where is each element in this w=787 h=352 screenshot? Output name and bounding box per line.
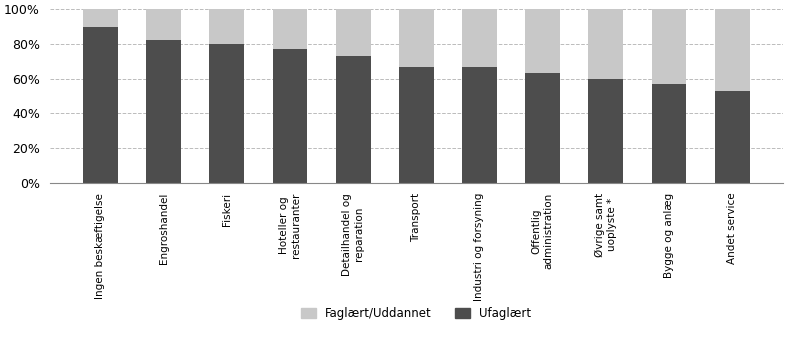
Bar (399, 9, 434, 67)
Bar (83, 26, 118, 183)
Bar (525, 74, 560, 183)
Bar (715, 9, 749, 91)
Bar (146, 40, 181, 183)
Bar (652, 9, 686, 84)
Bar (462, 67, 497, 183)
Bar (336, 56, 371, 183)
Bar (336, 9, 371, 56)
Bar (462, 9, 497, 67)
Bar (399, 67, 434, 183)
Bar (272, 9, 308, 49)
Bar (715, 91, 749, 183)
Bar (209, 9, 244, 44)
Bar (589, 9, 623, 79)
Bar (83, 9, 118, 26)
Bar (589, 79, 623, 183)
Bar (525, 9, 560, 74)
Bar (146, 9, 181, 40)
Legend: Faglært/Uddannet, Ufaglært: Faglært/Uddannet, Ufaglært (297, 302, 536, 325)
Bar (652, 84, 686, 183)
Bar (272, 49, 308, 183)
Bar (209, 44, 244, 183)
